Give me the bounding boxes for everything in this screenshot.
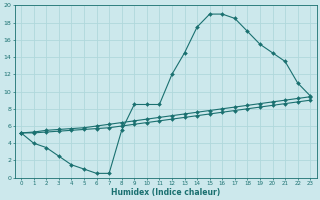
X-axis label: Humidex (Indice chaleur): Humidex (Indice chaleur) bbox=[111, 188, 220, 197]
